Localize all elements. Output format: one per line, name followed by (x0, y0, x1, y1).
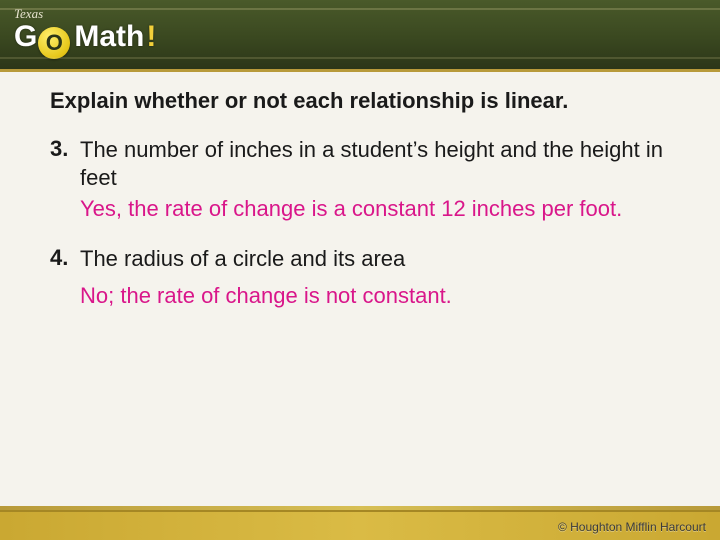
logo-exclaim: ! (146, 20, 156, 54)
question-answer: Yes, the rate of change is a constant 12… (80, 195, 670, 223)
logo: Texas G O Math ! (14, 6, 156, 55)
question-4: 4. The radius of a circle and its area N… (50, 245, 670, 310)
logo-math: Math (74, 20, 144, 54)
question-3: 3. The number of inches in a student’s h… (50, 136, 670, 223)
question-prompt: The number of inches in a student’s heig… (80, 136, 670, 191)
question-prompt: The radius of a circle and its area (80, 245, 670, 273)
question-number: 4. (50, 245, 80, 310)
footer-bar: © Houghton Mifflin Harcourt (0, 510, 720, 540)
logo-main: G O Math ! (14, 20, 156, 55)
brand-header: Texas G O Math ! (0, 0, 720, 72)
question-body: The radius of a circle and its area No; … (80, 245, 670, 310)
question-answer: No; the rate of change is not constant. (80, 282, 670, 310)
instruction-text: Explain whether or not each relationship… (50, 88, 670, 114)
logo-go-g: G (14, 20, 36, 54)
question-number: 3. (50, 136, 80, 223)
logo-go-o-circle: O (38, 27, 70, 59)
content-area: Explain whether or not each relationship… (0, 72, 720, 310)
copyright-text: © Houghton Mifflin Harcourt (558, 520, 706, 534)
question-body: The number of inches in a student’s heig… (80, 136, 670, 223)
